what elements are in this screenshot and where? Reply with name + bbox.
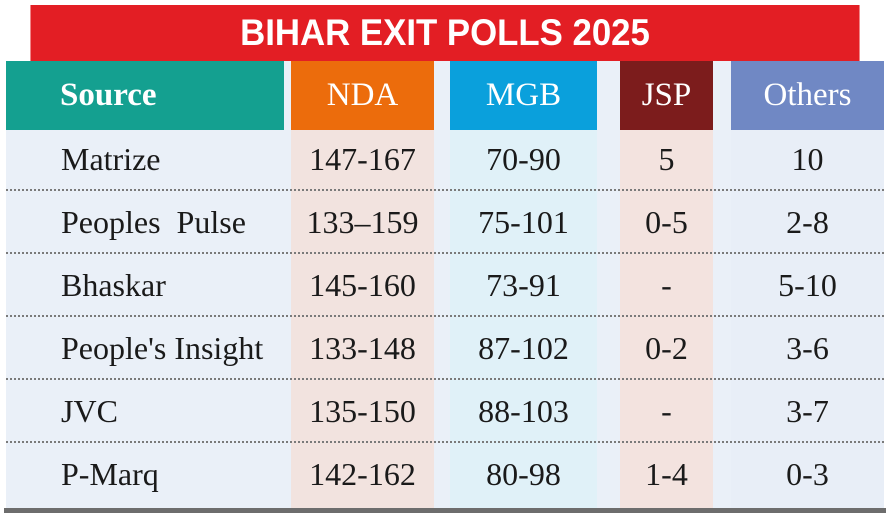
column-background-source	[6, 61, 284, 508]
row-source-label: Bhaskar	[61, 267, 166, 303]
table-cell-mgb: 87-102	[478, 330, 569, 366]
table-cell-nda: 133–159	[306, 204, 419, 240]
table-cell-others: 3-6	[786, 330, 829, 366]
table-cell-nda: 145-160	[309, 267, 416, 303]
table-cell-mgb: 88-103	[478, 393, 569, 429]
table-cell-others: 3-7	[786, 393, 829, 429]
row-source-label: People's Insight	[61, 330, 264, 366]
table-cell-others: 2-8	[786, 204, 829, 240]
column-header-source: Source	[6, 61, 284, 130]
table-cell-mgb: 73-91	[486, 267, 561, 303]
column-header-mgb: MGB	[450, 61, 597, 130]
table-cell-nda: 135-150	[309, 393, 416, 429]
row-separator	[6, 252, 884, 254]
column-background-jsp	[620, 61, 713, 508]
table-cell-jsp: 0-2	[645, 330, 688, 366]
table-cell-jsp: 1-4	[645, 456, 688, 492]
row-source-label: P-Marq	[61, 456, 159, 492]
row-separator	[6, 378, 884, 380]
table-cell-jsp: 5	[658, 141, 675, 177]
table-cell-mgb: 80-98	[486, 456, 561, 492]
column-header-jsp: JSP	[620, 61, 713, 130]
column-background-others	[731, 61, 884, 508]
row-source-label: Matrize	[61, 141, 161, 177]
row-separator	[6, 315, 884, 317]
table-cell-others: 0-3	[786, 456, 829, 492]
row-separator	[6, 189, 884, 191]
table-cell-jsp: -	[661, 393, 672, 429]
column-background-mgb	[450, 61, 597, 508]
column-header-others: Others	[731, 61, 884, 130]
table-cell-mgb: 70-90	[486, 141, 561, 177]
table-cell-nda: 147-167	[309, 141, 416, 177]
table-cell-others: 10	[791, 141, 824, 177]
column-background-nda	[291, 61, 434, 508]
exit-poll-table: Source NDA MGB JSP Others Matrize 147-167 70-90…	[6, 61, 884, 508]
row-source-label: JVC	[61, 393, 118, 429]
chart-title: BIHAR EXIT POLLS 2025	[30, 5, 860, 61]
table-cell-nda: 133-148	[309, 330, 416, 366]
table-cell-jsp: -	[661, 267, 672, 303]
row-source-label: Peoples Pulse	[61, 204, 246, 240]
table-cell-nda: 142-162	[309, 456, 416, 492]
bottom-rule	[4, 508, 886, 513]
table-cell-others: 5-10	[778, 267, 837, 303]
column-header-nda: NDA	[291, 61, 434, 130]
table-cell-mgb: 75-101	[478, 204, 569, 240]
table-cell-jsp: 0-5	[645, 204, 688, 240]
row-separator	[6, 441, 884, 443]
